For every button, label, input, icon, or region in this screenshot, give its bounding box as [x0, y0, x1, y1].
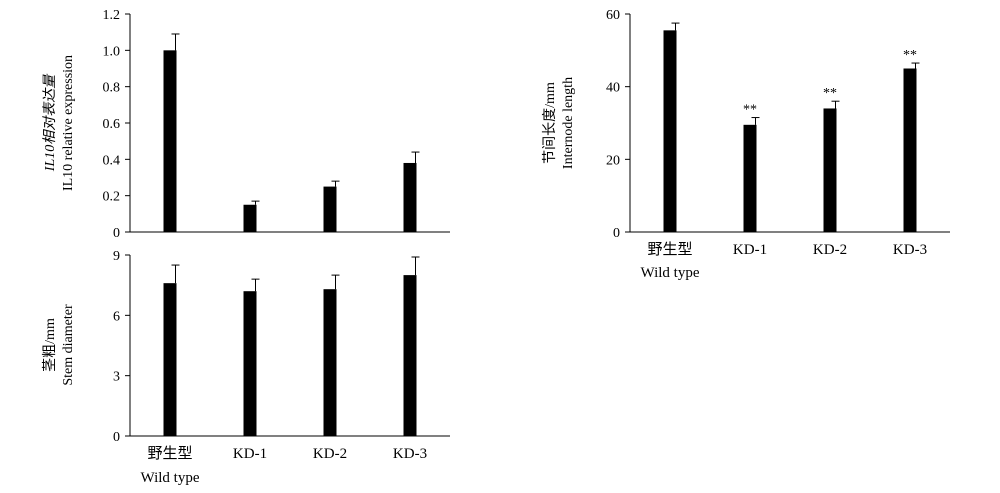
- bar: [163, 283, 177, 436]
- y-tick-label: 0: [113, 226, 120, 241]
- y-tick-label: 20: [606, 153, 620, 168]
- significance-label: **: [743, 103, 757, 118]
- category-label: KD-2: [813, 242, 847, 258]
- y-tick-label: 6: [113, 309, 120, 324]
- stem-diameter-chart: 茎粗/mm Stem diameter 0 3 6 9 野生型 Wild type KD-1…: [42, 249, 450, 486]
- y-tick-label: 1.2: [103, 8, 121, 23]
- y-tick-label: 60: [606, 8, 620, 23]
- y-tick-label: 40: [606, 81, 620, 96]
- bar: [243, 204, 257, 232]
- bar: [243, 291, 257, 436]
- y-axis-label-expression-cn: IL10相对表达量: [42, 73, 58, 172]
- category-label: KD-1: [233, 446, 267, 462]
- y-tick-label: 1.0: [103, 44, 121, 59]
- bar: [823, 108, 837, 232]
- internode-length-chart: 节间长度/mm Internode length 0 20 40 60 野生型 Wild …: [542, 8, 950, 281]
- bar: [663, 30, 677, 232]
- bar: [403, 162, 417, 232]
- bar: [323, 186, 337, 232]
- category-label: 野生型: [647, 241, 692, 258]
- bar: [743, 124, 757, 232]
- significance-label: **: [903, 48, 917, 63]
- y-axis-label-internode-en: Internode length: [561, 77, 576, 169]
- bar: [163, 50, 177, 233]
- y-tick-label: 0.8: [103, 81, 121, 96]
- y-axis-label-internode-cn: 节间长度/mm: [542, 82, 558, 164]
- bar: [323, 289, 337, 436]
- category-label: KD-1: [733, 242, 767, 258]
- category-label: KD-3: [893, 242, 927, 258]
- y-tick-label: 3: [113, 370, 120, 385]
- significance-label: **: [823, 86, 837, 101]
- y-axis-label-stem-cn: 茎粗/mm: [42, 318, 58, 372]
- category-label: KD-2: [313, 446, 347, 462]
- y-tick-label: 0: [613, 226, 620, 241]
- y-tick-label: 0.4: [103, 153, 121, 168]
- bar: [403, 275, 417, 436]
- y-axis-label-stem-en: Stem diameter: [61, 304, 76, 386]
- category-sublabel: Wild type: [141, 470, 200, 486]
- y-tick-label: 9: [113, 249, 120, 264]
- y-axis-label-expression-en: IL10 relative expression: [61, 55, 76, 191]
- category-label: KD-3: [393, 446, 427, 462]
- y-tick-label: 0.2: [103, 190, 121, 205]
- y-tick-label: 0: [113, 430, 120, 445]
- category-label: 野生型: [147, 445, 192, 462]
- category-sublabel: Wild type: [641, 265, 700, 281]
- y-tick-label: 0.6: [103, 117, 121, 132]
- bar: [903, 68, 917, 232]
- expression-chart: IL10相对表达量 IL10 relative expression 0 0.2 0…: [42, 8, 450, 241]
